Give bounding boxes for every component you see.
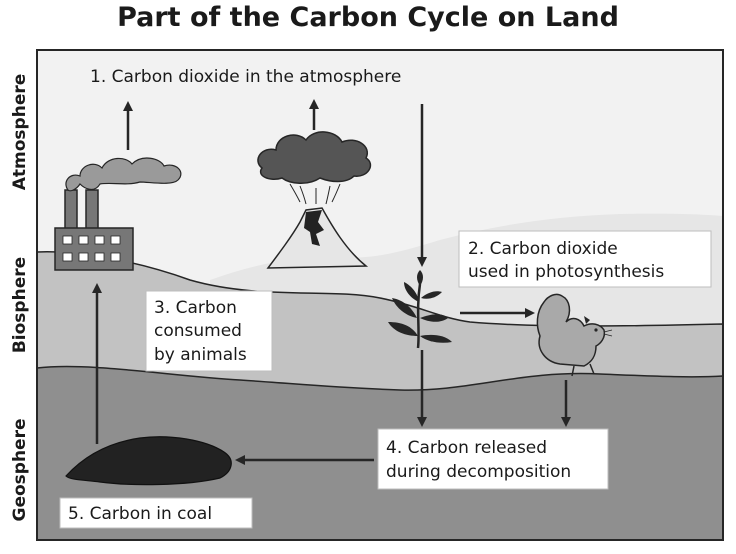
caption-decomposition-line2: during decomposition — [386, 462, 571, 482]
caption-decomposition-line1: 4. Carbon released — [386, 438, 547, 458]
ash-cloud-icon — [257, 131, 372, 205]
caption-photosynthesis-line2: used in photosynthesis — [468, 262, 664, 282]
caption-coal: 5. Carbon in coal — [59, 497, 253, 529]
diagram-frame — [36, 49, 724, 541]
caption-consumed-line3: by animals — [154, 345, 247, 365]
smoke-cloud-icon — [65, 157, 182, 192]
volcano-icon — [266, 207, 369, 269]
caption-consumed: 3. Carbon consumed by animals — [145, 290, 273, 372]
arrows — [92, 99, 571, 465]
caption-consumed-line1: 3. Carbon — [154, 298, 237, 318]
squirrel-icon — [536, 293, 613, 377]
geosphere-label: Geosphere — [10, 419, 30, 522]
plant-icon — [388, 270, 452, 349]
caption-decomposition: 4. Carbon released during decomposition — [377, 428, 609, 490]
diagram-title: Part of the Carbon Cycle on Land — [117, 2, 619, 33]
biosphere-label: Biosphere — [10, 257, 30, 353]
caption-atmosphere-co2: 1. Carbon dioxide in the atmosphere — [90, 67, 401, 87]
caption-coal-text: 5. Carbon in coal — [68, 504, 212, 524]
caption-photosynthesis: 2. Carbon dioxide used in photosynthesis — [458, 230, 712, 288]
coal-pile-icon — [65, 436, 232, 486]
caption-consumed-line2: consumed — [154, 321, 242, 341]
atmosphere-label: Atmosphere — [10, 74, 30, 191]
factory-icon — [54, 189, 134, 271]
caption-photosynthesis-line1: 2. Carbon dioxide — [468, 239, 618, 259]
